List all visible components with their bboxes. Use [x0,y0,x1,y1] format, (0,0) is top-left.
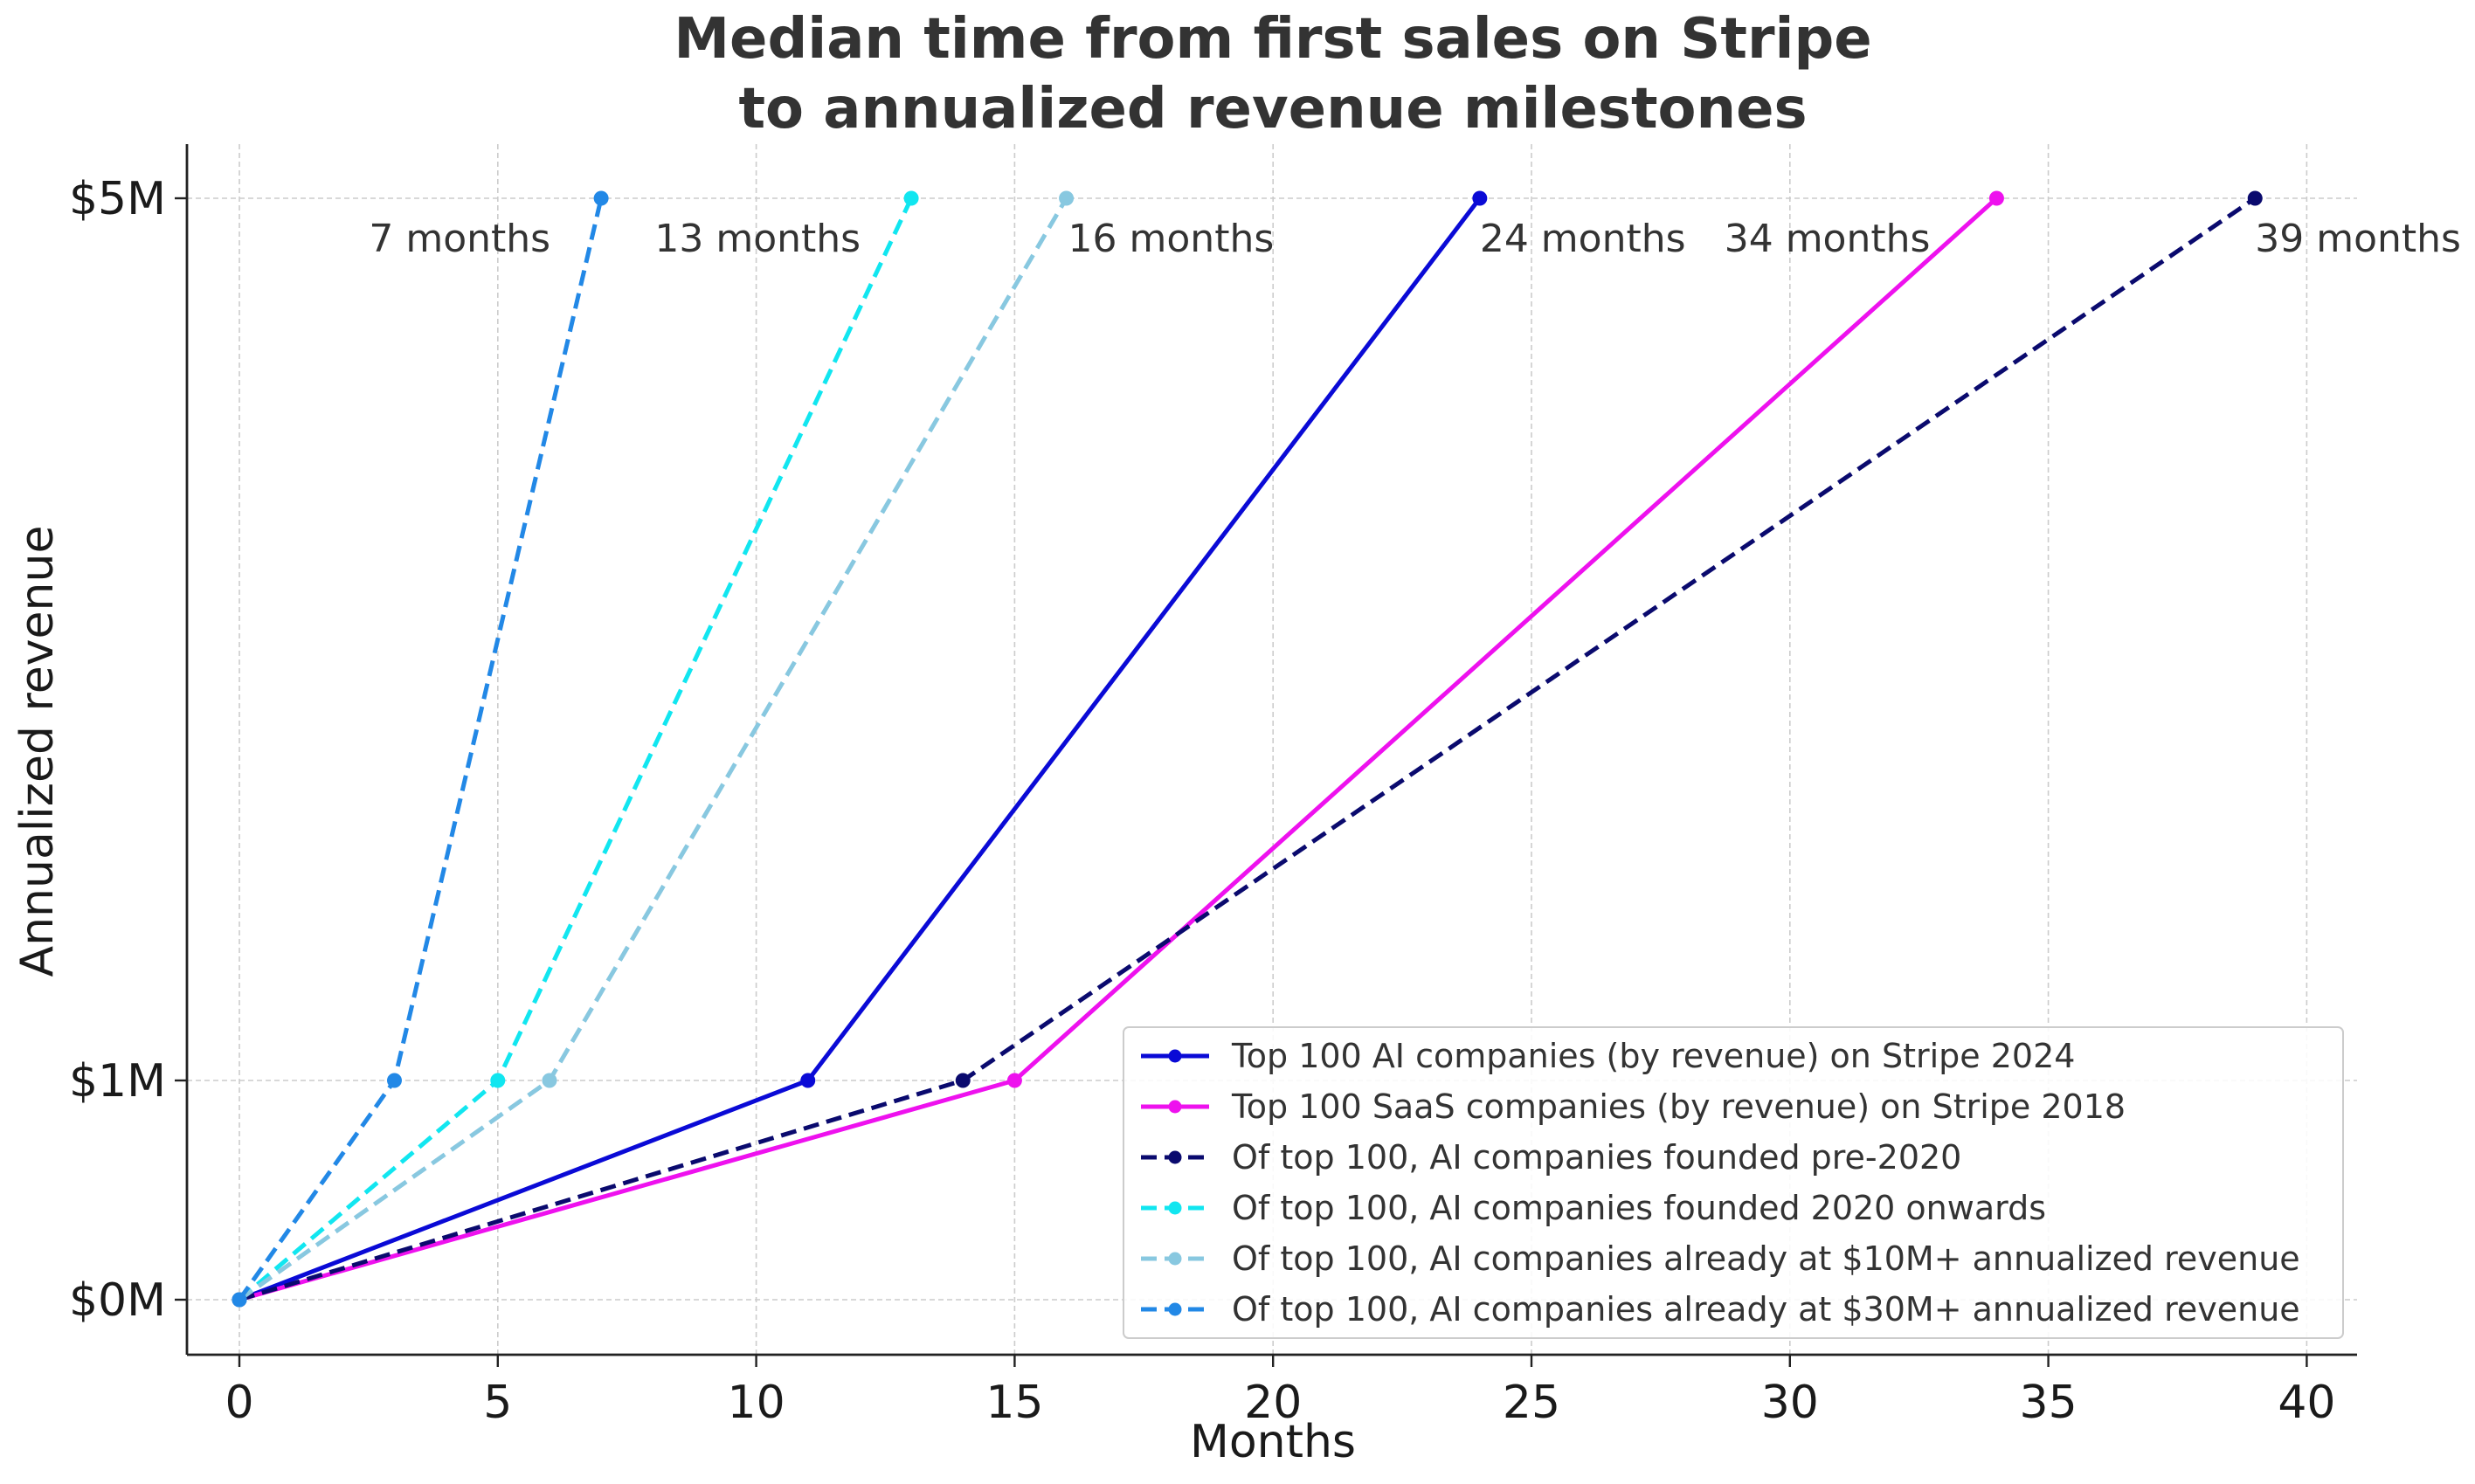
x-tick-label: 40 [2278,1377,2335,1429]
data-point [542,1073,557,1088]
y-tick-label: $5M [69,173,166,225]
milestone-annotation: 24 months [1480,217,1686,261]
data-point [490,1073,506,1088]
legend-marker [1168,1201,1182,1215]
milestone-annotation: 34 months [1725,217,1931,261]
x-tick-label: 20 [1244,1377,1302,1429]
x-tick-label: 30 [1761,1377,1819,1429]
data-point [593,190,609,206]
y-tick-label: $1M [69,1055,166,1108]
x-tick-label: 10 [728,1377,785,1429]
x-tick-label: 5 [483,1377,512,1429]
x-axis-label: Months [1190,1416,1356,1468]
legend-label: Of top 100, AI companies already at $10M… [1232,1239,2300,1278]
x-tick-label: 15 [985,1377,1043,1429]
data-point [1006,1073,1022,1088]
legend-entry: Of top 100, AI companies already at $10M… [1141,1239,2300,1278]
series-6 [232,190,609,1308]
data-point [386,1073,402,1088]
legend-label: Top 100 SaaS companies (by revenue) on S… [1231,1087,2126,1126]
series-layer [232,190,2263,1308]
x-tick-label: 35 [2020,1377,2077,1429]
legend-label: Of top 100, AI companies already at $30M… [1232,1290,2300,1329]
annotations: 24 months 34 months 39 months 13 months 16 m… [369,217,2461,261]
legend-marker [1168,1100,1182,1114]
chart-title-line-1: Median time from first sales on Stripe [674,7,1871,72]
y-axis-label: Annualized revenue [11,526,64,977]
legend-entry: Of top 100, AI companies already at $30M… [1141,1290,2300,1329]
data-point [1059,190,1075,206]
legend: Top 100 AI companies (by revenue) on Str… [1123,1026,2344,1339]
legend-marker [1168,1252,1182,1266]
legend-label: Of top 100, AI companies founded pre-202… [1232,1138,1961,1177]
data-point [955,1073,971,1088]
x-tick-label: 0 [225,1377,253,1429]
data-point [1988,190,2004,206]
legend-box [1123,1026,2344,1339]
milestone-annotation: 39 months [2255,217,2461,261]
milestone-annotation: 7 months [369,217,550,261]
legend-label: Of top 100, AI companies founded 2020 on… [1232,1189,2046,1227]
legend-entry: Of top 100, AI companies founded pre-202… [1141,1138,1961,1177]
legend-entry: Of top 100, AI companies founded 2020 on… [1141,1189,2046,1227]
legend-marker [1168,1049,1182,1063]
data-point [1472,190,1488,206]
y-tick-label: $0M [69,1274,166,1327]
legend-entry: Top 100 AI companies (by revenue) on Str… [1141,1037,2075,1075]
data-point [903,190,919,206]
milestone-annotation: 13 months [654,217,861,261]
data-point [800,1073,816,1088]
data-point [2247,190,2263,206]
data-point [232,1292,247,1308]
legend-label: Top 100 AI companies (by revenue) on Str… [1231,1037,2075,1075]
milestone-annotation: 16 months [1068,217,1275,261]
legend-marker [1168,1302,1182,1316]
x-axis-ticks: 0 5 10 15 20 25 30 35 40 [225,1355,2335,1429]
y-axis-ticks: $0M $1M $5M [69,173,187,1327]
chart-title-line-2: to annualized revenue milestones [738,77,1807,141]
legend-marker [1168,1150,1182,1164]
legend-entry: Top 100 SaaS companies (by revenue) on S… [1141,1087,2126,1126]
x-tick-label: 25 [1503,1377,1560,1429]
